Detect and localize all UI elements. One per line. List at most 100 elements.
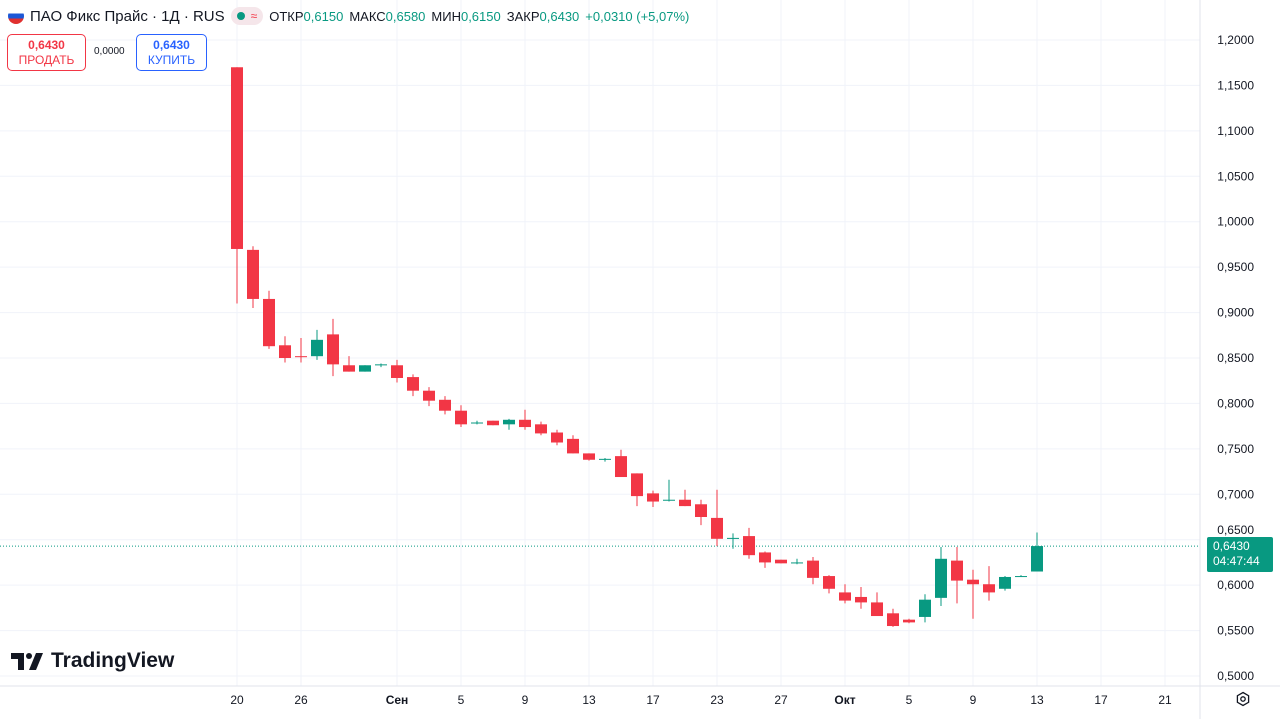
- y-tick-label: 0,6000: [1217, 578, 1254, 592]
- candle-body: [519, 419, 531, 428]
- candle-body: [599, 458, 611, 460]
- candle-body: [455, 410, 467, 425]
- candle-body: [375, 364, 387, 366]
- x-tick-label: 23: [710, 693, 724, 707]
- candle-body: [279, 345, 291, 358]
- x-tick-label: Сен: [386, 693, 409, 707]
- y-tick-label: 0,6500: [1217, 523, 1254, 537]
- candle-body: [759, 552, 771, 563]
- symbol-header: ПАО Фикс Прайс · 1Д · RUS ≈ ОТКР0,6150 М…: [8, 7, 689, 25]
- candle-body: [359, 365, 371, 372]
- ohlc-values: ОТКР0,6150 МАКС0,6580 МИН0,6150 ЗАКР0,64…: [269, 9, 689, 24]
- candle-body: [295, 356, 307, 358]
- candle-body: [247, 249, 259, 299]
- bar-countdown: 04:47:44: [1213, 554, 1260, 568]
- x-tick-label: 21: [1158, 693, 1172, 707]
- x-tick-label: Окт: [834, 693, 855, 707]
- candle-body: [487, 420, 499, 426]
- candle-body: [887, 613, 899, 627]
- y-tick-label: 1,1500: [1217, 78, 1254, 92]
- tradingview-logo[interactable]: TradingView: [11, 649, 174, 673]
- candle-body: [823, 576, 835, 589]
- x-tick-label: 26: [294, 693, 308, 707]
- candle-body: [327, 334, 339, 365]
- candle-body: [391, 365, 403, 378]
- candle-body: [471, 422, 483, 424]
- x-tick-label: 13: [582, 693, 596, 707]
- y-tick-label: 0,7000: [1217, 487, 1254, 501]
- candle-body: [583, 453, 595, 460]
- sell-label: ПРОДАТЬ: [18, 52, 75, 67]
- y-tick-label: 0,8000: [1217, 396, 1254, 410]
- candle-body: [775, 559, 787, 564]
- y-tick-label: 0,7500: [1217, 442, 1254, 456]
- candle-body: [839, 592, 851, 601]
- tradingview-logo-text: TradingView: [51, 649, 175, 672]
- x-tick-label: 27: [774, 693, 788, 707]
- candle-body: [551, 432, 563, 443]
- last-price: 0,6430: [1213, 539, 1250, 553]
- ohlc-close: ЗАКР0,6430: [506, 8, 580, 24]
- tradingview-logo-icon: [11, 653, 43, 670]
- candle-body: [919, 599, 931, 617]
- candle-body: [983, 584, 995, 593]
- candle-body: [343, 365, 355, 372]
- candle-body: [855, 596, 867, 603]
- candle-body: [1031, 546, 1043, 572]
- delayed-data-icon: ≈: [250, 9, 258, 23]
- ohlc-low: МИН0,6150: [431, 8, 501, 24]
- candle-body: [615, 456, 627, 478]
- buy-price: 0,6430: [153, 37, 190, 52]
- candle-body: [743, 536, 755, 556]
- last-price-label: 0,6430 04:47:44: [1207, 537, 1273, 572]
- y-tick-label: 0,8500: [1217, 351, 1254, 365]
- candle-body: [871, 602, 883, 617]
- x-tick-label: 9: [970, 693, 977, 707]
- x-tick-label: 9: [522, 693, 529, 707]
- settings-gear-icon[interactable]: [1235, 691, 1251, 707]
- candle-body: [231, 67, 243, 249]
- candle-body: [439, 399, 451, 411]
- y-tick-label: 0,5500: [1217, 624, 1254, 638]
- candle-body: [503, 419, 515, 425]
- candle-body: [535, 424, 547, 434]
- x-tick-label: 5: [458, 693, 465, 707]
- candle-body: [567, 438, 579, 454]
- market-open-icon: [236, 12, 245, 20]
- ohlc-open: ОТКР0,6150: [269, 8, 344, 24]
- x-tick-label: 17: [646, 693, 660, 707]
- candle-body: [935, 558, 947, 598]
- x-tick-label: 20: [230, 693, 244, 707]
- y-tick-label: 0,9500: [1217, 260, 1254, 274]
- candle-body: [711, 517, 723, 539]
- candle-body: [263, 298, 275, 347]
- y-tick-label: 0,9000: [1217, 306, 1254, 320]
- candle-body: [631, 473, 643, 497]
- sell-price: 0,6430: [28, 37, 65, 52]
- candle-body: [903, 619, 915, 623]
- y-tick-label: 1,0500: [1217, 169, 1254, 183]
- buy-button[interactable]: 0,6430 КУПИТЬ: [136, 34, 207, 71]
- x-tick-label: 5: [906, 693, 913, 707]
- spread-value: 0,0000: [94, 46, 125, 57]
- y-tick-label: 1,0000: [1217, 215, 1254, 229]
- y-tick-label: 1,1000: [1217, 124, 1254, 138]
- candle-body: [695, 504, 707, 517]
- candle-body: [727, 537, 739, 539]
- price-change: +0,0310 (+5,07%): [585, 8, 690, 24]
- buy-label: КУПИТЬ: [147, 52, 196, 67]
- market-status-pill[interactable]: ≈: [230, 7, 264, 25]
- x-tick-label: 13: [1030, 693, 1044, 707]
- candle-body: [663, 499, 675, 501]
- candle-body: [807, 560, 819, 578]
- candle-body: [951, 560, 963, 581]
- candle-body: [1015, 576, 1027, 578]
- candle-body: [407, 377, 419, 391]
- russia-flag-icon: [8, 8, 24, 24]
- sell-button[interactable]: 0,6430 ПРОДАТЬ: [7, 34, 86, 71]
- candle-body: [967, 579, 979, 585]
- ohlc-high: МАКС0,6580: [349, 8, 426, 24]
- candle-body: [679, 499, 691, 507]
- symbol-title[interactable]: ПАО Фикс Прайс · 1Д · RUS: [30, 7, 225, 25]
